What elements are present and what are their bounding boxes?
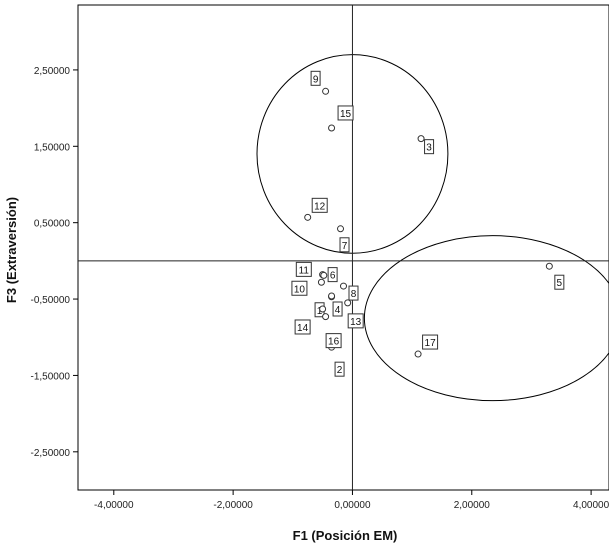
point-label: 7	[342, 241, 348, 252]
point-label-box	[339, 237, 350, 253]
data-point	[328, 292, 336, 300]
point-label: 14	[297, 323, 309, 334]
x-tick-label: 2,00000	[454, 500, 491, 511]
point-label: 10	[294, 284, 306, 295]
x-tick-label: -2,00000	[213, 500, 253, 511]
point-label: 11	[299, 265, 310, 276]
point-label: 13	[350, 317, 362, 328]
y-axis-title: F3 (Extraversión)	[4, 197, 19, 303]
point-label-box	[422, 334, 439, 350]
data-point	[337, 225, 345, 233]
x-tick-label: 0,00000	[334, 500, 371, 511]
point-label-box	[311, 197, 328, 213]
point-label: 16	[328, 337, 340, 348]
data-point	[344, 299, 352, 307]
point-label: 15	[340, 109, 352, 120]
x-axis-ticks: -4,00000 -2,00000 0,00000 2,00000 4,00000	[94, 490, 609, 511]
x-tick-label: 4,00000	[573, 500, 609, 511]
point-label-box	[291, 280, 308, 296]
data-point	[545, 262, 553, 270]
data-point	[340, 282, 347, 290]
point-label-box	[424, 139, 435, 155]
data-point	[328, 124, 336, 132]
point-label-box	[310, 70, 321, 86]
y-axis-ticks: 2,50000 1,50000 0,50000 -0,50000 -1,50000 -2,…	[31, 66, 78, 459]
point-label: 8	[351, 289, 357, 300]
point-label: 5	[557, 278, 563, 289]
x-axis-title: F1 (Posición EM)	[293, 528, 398, 543]
data-point	[317, 278, 325, 286]
point-label-box	[348, 285, 359, 301]
point-label: 12	[314, 201, 326, 212]
point-label-box	[295, 261, 312, 277]
y-tick-label: 2,50000	[34, 66, 71, 77]
data-point	[322, 313, 330, 321]
point-label-box	[332, 301, 343, 317]
y-tick-label: -0,50000	[31, 295, 71, 306]
data-point	[414, 350, 422, 358]
y-tick-label: 0,50000	[34, 219, 71, 230]
point-label: 2	[337, 365, 343, 376]
point-label: 4	[335, 305, 341, 316]
y-tick-label: -1,50000	[31, 371, 71, 382]
data-point	[319, 305, 327, 313]
point-label-box	[554, 274, 565, 290]
point-label-box	[337, 105, 354, 121]
point-label-box	[325, 333, 342, 349]
point-label: 6	[330, 271, 336, 282]
data-point	[417, 135, 425, 143]
point-label-box	[327, 267, 338, 283]
y-tick-label: 1,50000	[34, 142, 71, 153]
point-label-box	[334, 361, 345, 377]
data-point	[320, 271, 328, 279]
data-point	[322, 87, 330, 95]
point-label: 9	[313, 74, 319, 85]
data-point	[304, 213, 312, 221]
point-label-box	[294, 319, 311, 335]
point-label-box	[347, 313, 364, 329]
point-label: 1	[317, 306, 323, 317]
point-label: 3	[426, 143, 432, 154]
y-tick-label: -2,50000	[31, 448, 71, 459]
x-tick-label: -4,00000	[94, 500, 134, 511]
cluster-ellipse	[363, 235, 609, 402]
point-label: 17	[425, 338, 437, 349]
